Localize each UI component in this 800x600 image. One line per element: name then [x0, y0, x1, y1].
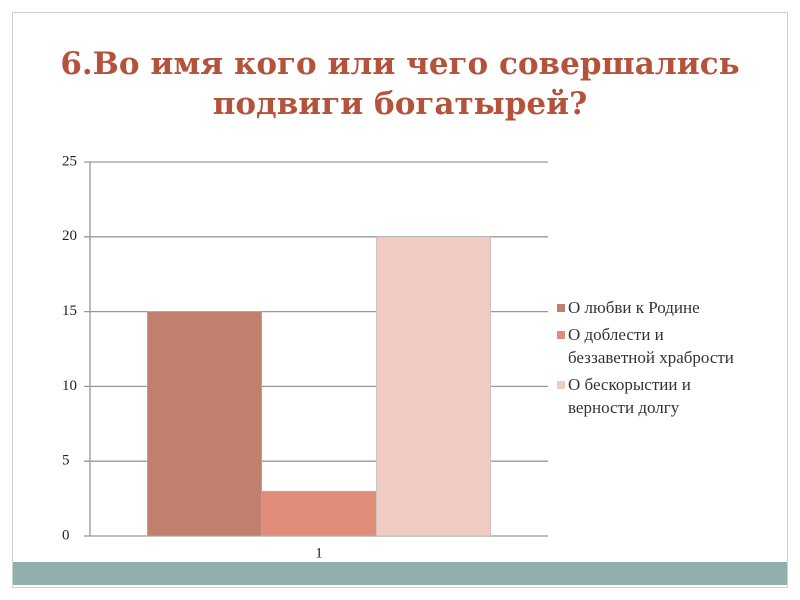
y-tick-label: 0 — [62, 527, 70, 543]
footer-band — [13, 562, 787, 585]
bar — [375, 236, 492, 537]
legend-item: О доблести и беззаветной храбрости — [557, 323, 747, 369]
y-tick-label: 20 — [62, 228, 77, 244]
bar — [146, 311, 263, 537]
legend-label: О любви к Родине — [568, 298, 700, 317]
y-tick-label: 10 — [62, 378, 77, 394]
legend-swatch — [557, 304, 565, 312]
legend-swatch — [557, 331, 565, 339]
y-tick-label: 5 — [62, 453, 70, 469]
legend-label: О доблести и беззаветной храбрости — [568, 325, 734, 367]
bar — [261, 490, 377, 537]
chart-title: 6.Во имя кого или чего совершались подви… — [60, 46, 740, 122]
y-tick-label: 25 — [62, 153, 77, 169]
legend-label: О бескорыстии и верности долгу — [568, 375, 691, 417]
y-tick-label: 15 — [62, 303, 77, 319]
legend-item: О любви к Родине — [557, 296, 747, 319]
legend-swatch — [557, 381, 565, 389]
legend-item: О бескорыстии и верности долгу — [557, 373, 747, 419]
x-tick-label: 1 — [315, 545, 323, 561]
legend: О любви к Родине О доблести и беззаветной… — [557, 296, 747, 423]
